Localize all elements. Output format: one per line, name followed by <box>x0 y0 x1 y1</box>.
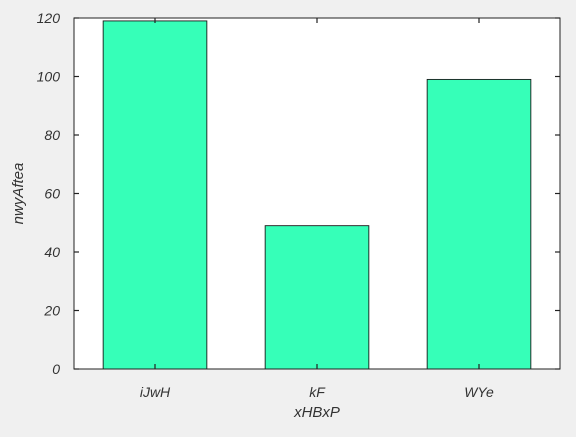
y-tick-label: 20 <box>43 303 60 319</box>
bar-2 <box>426 78 532 370</box>
x-axis-label: xHBxP <box>293 404 340 421</box>
bar-1 <box>264 225 370 370</box>
x-tick-label: kF <box>309 384 326 400</box>
bars-group <box>102 20 532 370</box>
ticks-group: iJwH kF WYe 0 20 40 60 80 100 120 <box>37 10 560 400</box>
x-tick-label: WYe <box>464 384 494 400</box>
y-tick-label: 80 <box>44 127 60 143</box>
plot-frame <box>73 17 561 370</box>
y-tick-label: 100 <box>37 69 61 85</box>
y-tick-label: 40 <box>44 244 60 260</box>
y-tick-label: 60 <box>44 186 60 202</box>
y-tick-label: 120 <box>37 10 61 26</box>
y-axis-label: nwyAftea <box>10 163 27 225</box>
bar-0 <box>102 20 208 370</box>
y-tick-label: 0 <box>52 361 60 377</box>
x-tick-label: iJwH <box>140 384 171 400</box>
